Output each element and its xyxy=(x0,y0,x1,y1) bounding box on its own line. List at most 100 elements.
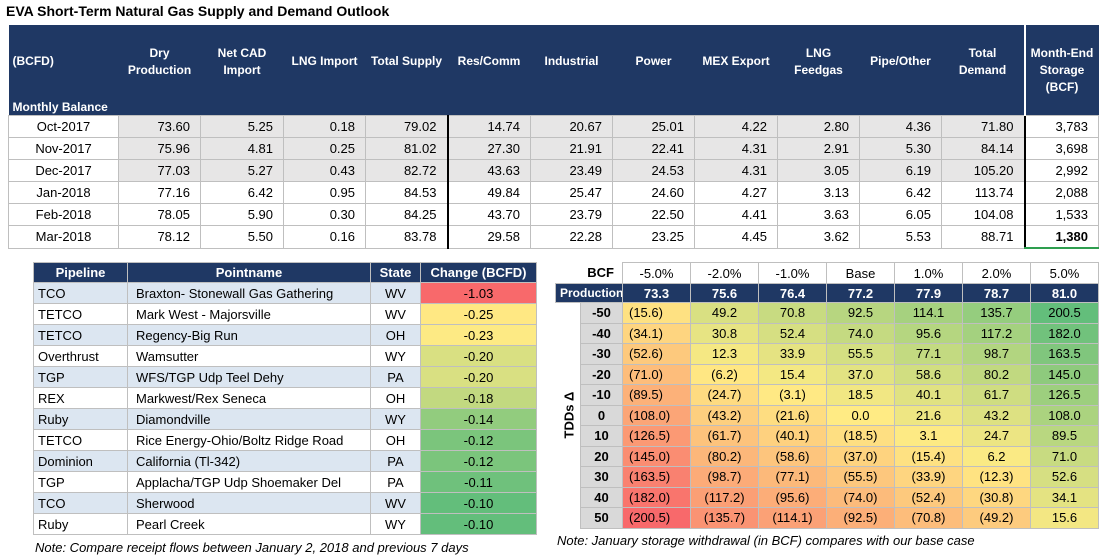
column-header: Month-End Storage (BCF) xyxy=(1023,25,1099,116)
pipeline-row: TCO Braxton- Stonewall Gas Gathering WV -1.… xyxy=(33,282,537,304)
heat-cell: 55.5 xyxy=(826,343,895,365)
state: OH xyxy=(370,324,421,346)
change-cell: -0.14 xyxy=(420,408,537,430)
pipeline-name: REX xyxy=(33,387,128,409)
sensitivity-row: 40 (182.0) (117.2) (95.6) (74.0) (52.4) (30.8)… xyxy=(556,486,1099,508)
data-cell: 77.03 xyxy=(118,159,201,182)
heat-cell: (12.3) xyxy=(962,466,1031,488)
data-cell: 0.16 xyxy=(283,225,366,249)
header-row: BCF -5.0% -2.0% -1.0% Base 1.0% 2.0% 5.0% xyxy=(556,262,1099,284)
production-value: 73.3 xyxy=(622,283,691,303)
axis-label: TDDs Δ xyxy=(560,391,576,439)
data-cell: 1,533 xyxy=(1023,203,1099,226)
pipeline-name: TETCO xyxy=(33,324,128,346)
heat-cell: (52.6) xyxy=(622,343,691,365)
data-cell: 4.45 xyxy=(694,225,778,249)
state: WV xyxy=(370,303,421,325)
data-cell: 25.01 xyxy=(612,115,695,138)
data-cell: 78.12 xyxy=(118,225,201,249)
heat-cell: 89.5 xyxy=(1030,425,1099,447)
point-name: California (Tl-342) xyxy=(127,450,371,472)
change-cell: -0.11 xyxy=(420,471,537,493)
pipeline-row: Dominion California (Tl-342) PA -0.12 xyxy=(33,450,537,472)
production-row: Production 73.3 75.6 76.4 77.2 77.9 78.7 81.0 xyxy=(555,283,1099,303)
point-name: Mark West - Majorsville xyxy=(127,303,371,325)
column-header: Res/Comm xyxy=(447,25,531,98)
pipeline-row: TGP WFS/TGP Udp Teel Dehy PA -0.20 xyxy=(33,366,537,388)
change-cell: -0.23 xyxy=(420,324,537,346)
heat-cell: (61.7) xyxy=(690,425,759,447)
sensitivity-row: 10 (126.5) (61.7) (40.1) (18.5) 3.1 24.7 89.5 xyxy=(556,425,1099,447)
heat-cell: (52.4) xyxy=(894,486,963,508)
section-label: Monthly Balance xyxy=(8,98,1025,116)
data-cell: 5.50 xyxy=(200,225,284,249)
data-cell: 49.84 xyxy=(446,181,531,204)
heat-cell: 98.7 xyxy=(962,343,1031,365)
data-cell: 79.02 xyxy=(365,115,448,138)
column-header: 1.0% xyxy=(894,262,963,284)
data-cell: 2,992 xyxy=(1023,159,1099,182)
pipeline-name: TETCO xyxy=(33,303,128,325)
point-name: Applacha/TGP Udp Shoemaker Del xyxy=(127,471,371,493)
point-name: Wamsutter xyxy=(127,345,371,367)
sensitivity-row: 30 (163.5) (98.7) (77.1) (55.5) (33.9) (12.3) 5… xyxy=(556,466,1099,488)
row-label: 10 xyxy=(580,425,623,447)
row-label: 30 xyxy=(580,466,623,488)
heat-cell: (15.4) xyxy=(894,445,963,467)
title: EVA Short-Term Natural Gas Supply and De… xyxy=(6,3,390,19)
pipeline-name: Dominion xyxy=(33,450,128,472)
heat-cell: 49.2 xyxy=(690,302,759,324)
state: OH xyxy=(370,387,421,409)
heat-cell: (74.0) xyxy=(826,486,895,508)
heat-cell: (114.1) xyxy=(758,507,827,529)
column-header: Industrial xyxy=(530,25,613,98)
data-cell: 0.25 xyxy=(283,137,366,160)
production-value: 75.6 xyxy=(690,283,759,303)
data-cell: 24.53 xyxy=(612,159,695,182)
sensitivity-row: -40 (34.1) 30.8 52.4 74.0 95.6 117.2 182.0 xyxy=(556,322,1099,344)
heat-cell: 34.1 xyxy=(1030,486,1099,508)
month-label: Oct-2017 xyxy=(8,115,119,138)
heat-cell: (77.1) xyxy=(758,466,827,488)
column-header: Total Demand xyxy=(941,25,1025,98)
column-header: (BCFD) xyxy=(8,25,119,98)
data-cell: 2,088 xyxy=(1023,181,1099,204)
data-cell: 43.70 xyxy=(446,203,531,226)
column-header: Dry Production xyxy=(118,25,201,98)
heat-cell: 92.5 xyxy=(826,302,895,324)
heat-cell: 77.1 xyxy=(894,343,963,365)
data-cell: 4.81 xyxy=(200,137,284,160)
heat-cell: (95.6) xyxy=(758,486,827,508)
heat-cell: 145.0 xyxy=(1030,363,1099,385)
row-label: -30 xyxy=(580,343,623,365)
row-label: 40 xyxy=(580,486,623,508)
data-cell: 2.80 xyxy=(777,115,860,138)
pipeline-name: TCO xyxy=(33,282,128,304)
heat-cell: 52.6 xyxy=(1030,466,1099,488)
heat-cell: (98.7) xyxy=(690,466,759,488)
data-cell: 84.14 xyxy=(941,137,1025,160)
point-name: Markwest/Rex Seneca xyxy=(127,387,371,409)
data-cell: 29.58 xyxy=(446,225,531,249)
data-cell: 6.42 xyxy=(200,181,284,204)
sensitivity-row: -30 (52.6) 12.3 33.9 55.5 77.1 98.7 163.5 xyxy=(556,343,1099,365)
data-cell: 0.18 xyxy=(283,115,366,138)
change-cell: -0.10 xyxy=(420,492,537,514)
column-header: Pointname xyxy=(127,262,371,283)
heat-cell: 80.2 xyxy=(962,363,1031,385)
data-cell: 23.79 xyxy=(530,203,613,226)
data-cell: 5.27 xyxy=(200,159,284,182)
heat-cell: 200.5 xyxy=(1030,302,1099,324)
pipeline-row: REX Markwest/Rex Seneca OH -0.18 xyxy=(33,387,537,409)
pipeline-name: TCO xyxy=(33,492,128,514)
data-cell: 22.28 xyxy=(530,225,613,249)
change-cell: -0.12 xyxy=(420,429,537,451)
heat-cell: (34.1) xyxy=(622,322,691,344)
header-row: (BCFD) Dry Production Net CAD Import LNG Im… xyxy=(8,25,1099,116)
column-header: Change (BCFD) xyxy=(420,262,537,283)
state: WY xyxy=(370,408,421,430)
data-row: Nov-2017 75.96 4.81 0.25 81.02 27.30 21.91 22.4… xyxy=(8,137,1099,160)
data-cell: 1,380 xyxy=(1023,225,1099,249)
heat-cell: (92.5) xyxy=(826,507,895,529)
heat-cell: (135.7) xyxy=(690,507,759,529)
